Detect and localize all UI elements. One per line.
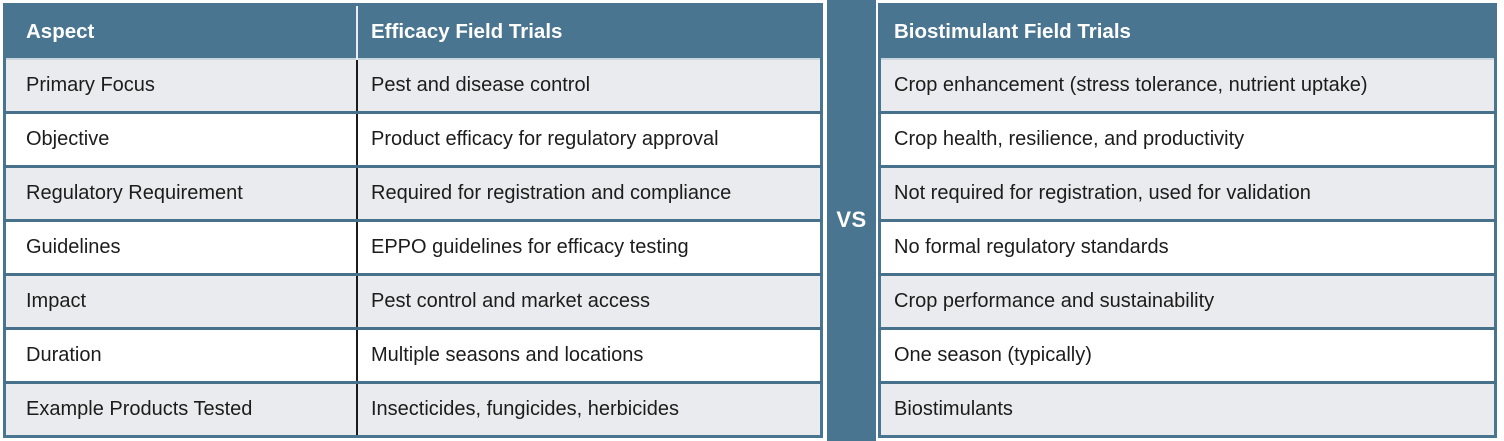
value-cell: Not required for registration, used for … — [879, 165, 1496, 221]
efficacy-table: Aspect Efficacy Field Trials Primary Foc… — [3, 3, 823, 438]
vs-label: VS — [836, 206, 867, 232]
aspect-cell: Primary Focus — [4, 58, 358, 113]
column-header-aspect: Aspect — [4, 4, 357, 59]
table-row: Crop enhancement (stress tolerance, nutr… — [879, 58, 1496, 113]
value-cell: Pest control and market access — [357, 273, 822, 329]
value-cell: One season (typically) — [879, 327, 1496, 383]
aspect-cell: Regulatory Requirement — [4, 165, 358, 221]
table-row: Impact Pest control and market access — [4, 273, 822, 329]
table-row: Objective Product efficacy for regulator… — [4, 111, 822, 167]
header-row: Biostimulant Field Trials — [879, 4, 1496, 59]
table-row: Primary Focus Pest and disease control — [4, 58, 822, 113]
value-cell: Required for registration and compliance — [357, 165, 822, 221]
vs-divider: VS — [827, 0, 876, 441]
value-cell: No formal regulatory standards — [879, 219, 1496, 275]
aspect-cell: Duration — [4, 327, 358, 383]
aspect-cell: Objective — [4, 111, 358, 167]
biostimulant-table: Biostimulant Field Trials Crop enhanceme… — [878, 3, 1497, 438]
value-cell: EPPO guidelines for efficacy testing — [357, 219, 822, 275]
value-cell: Product efficacy for regulatory approval — [357, 111, 822, 167]
value-cell: Crop health, resilience, and productivit… — [879, 111, 1496, 167]
aspect-cell: Example Products Tested — [4, 381, 358, 437]
value-cell: Pest and disease control — [357, 58, 822, 113]
aspect-cell: Guidelines — [4, 219, 358, 275]
table-row: Crop performance and sustainability — [879, 273, 1496, 329]
table-row: No formal regulatory standards — [879, 219, 1496, 275]
table-row: Guidelines EPPO guidelines for efficacy … — [4, 219, 822, 275]
value-cell: Multiple seasons and locations — [357, 327, 822, 383]
column-header-biostimulant: Biostimulant Field Trials — [879, 4, 1496, 59]
table-row: Duration Multiple seasons and locations — [4, 327, 822, 383]
header-row: Aspect Efficacy Field Trials — [4, 4, 822, 59]
table-row: Biostimulants — [879, 381, 1496, 437]
table-row: Not required for registration, used for … — [879, 165, 1496, 221]
table-row: Crop health, resilience, and productivit… — [879, 111, 1496, 167]
table-row: Example Products Tested Insecticides, fu… — [4, 381, 822, 437]
value-cell: Crop enhancement (stress tolerance, nutr… — [879, 58, 1496, 113]
table-row: One season (typically) — [879, 327, 1496, 383]
value-cell: Biostimulants — [879, 381, 1496, 437]
value-cell: Insecticides, fungicides, herbicides — [357, 381, 822, 437]
value-cell: Crop performance and sustainability — [879, 273, 1496, 329]
table-row: Regulatory Requirement Required for regi… — [4, 165, 822, 221]
column-header-efficacy: Efficacy Field Trials — [356, 4, 822, 59]
aspect-cell: Impact — [4, 273, 358, 329]
